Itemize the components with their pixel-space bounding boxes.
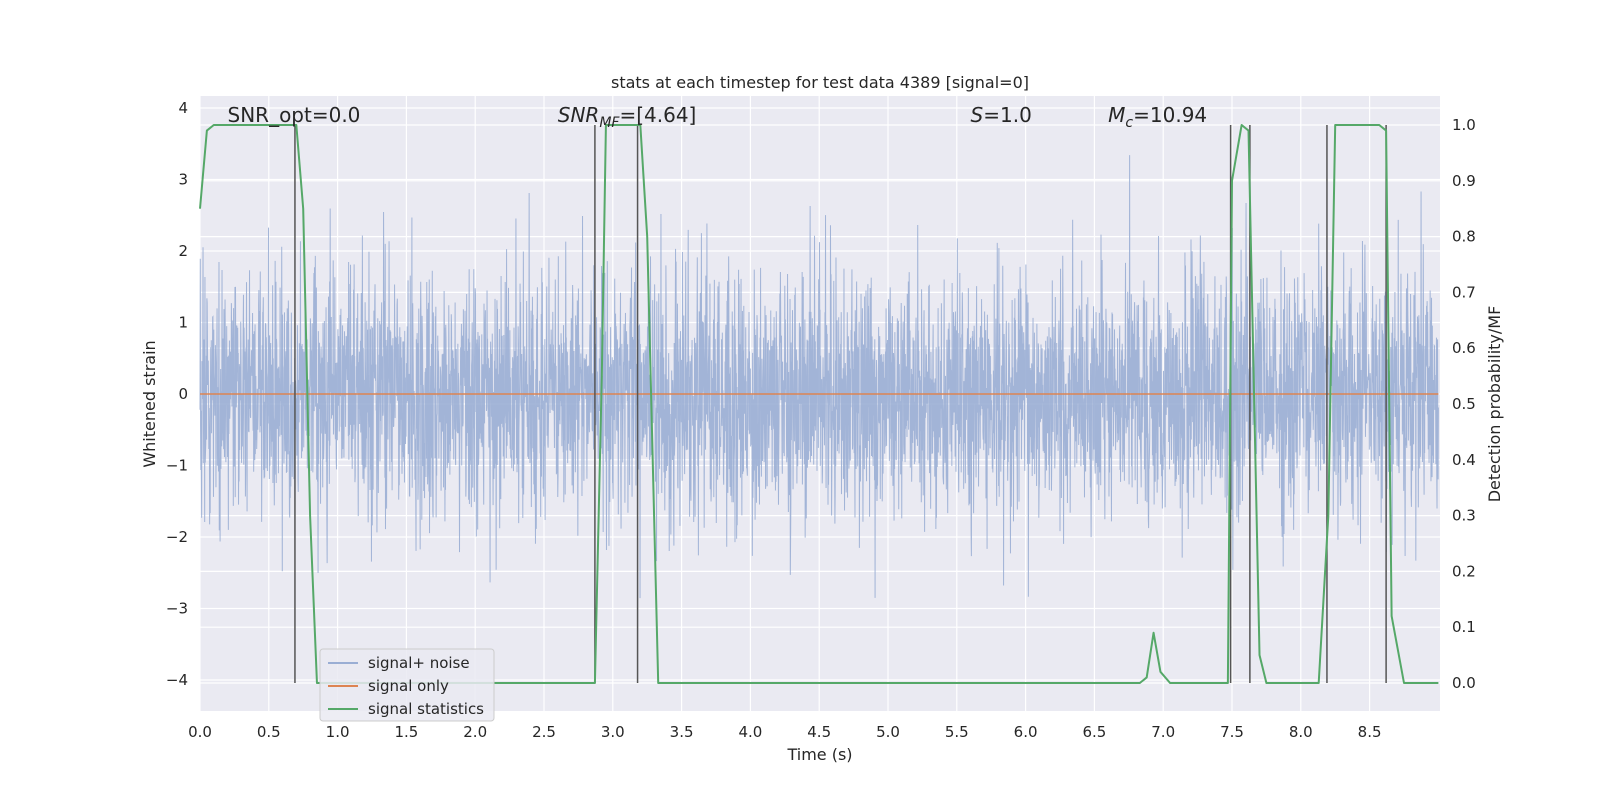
x-tick-labels: 0.0 0.5 1.0 1.5 2.0 2.5 3.0 3.5 4.0 4.5 5.0 5.5 6.0 6… — [188, 723, 1381, 741]
x-tick-label-3: 1.5 — [394, 723, 418, 741]
x-tick-label-6: 3.0 — [601, 723, 625, 741]
y-axis-label-right: Detection probability/MF — [1485, 306, 1504, 503]
x-tick-label-4: 2.0 — [463, 723, 487, 741]
x-axis-label: Time (s) — [786, 745, 852, 764]
y-tick-label-right-7: 0.7 — [1452, 283, 1476, 301]
y-axis-label: Whitened strain — [140, 340, 159, 467]
chart-title: stats at each timestep for test data 438… — [611, 73, 1029, 92]
y-tick-label-right-6: 0.6 — [1452, 339, 1476, 357]
y-tick-label-7: 3 — [178, 171, 188, 189]
y-tick-label-right-5: 0.5 — [1452, 395, 1476, 413]
x-tick-label-13: 6.5 — [1082, 723, 1106, 741]
y-tick-labels: −4 −3 −2 −1 0 1 2 3 4 — [166, 99, 188, 689]
x-tick-label-15: 7.5 — [1220, 723, 1244, 741]
x-tick-label-17: 8.5 — [1358, 723, 1382, 741]
x-tick-label-10: 5.0 — [876, 723, 900, 741]
annotation-3: Mc=10.94 — [1108, 103, 1207, 131]
legend-label-signal-only: signal only — [368, 677, 449, 695]
x-tick-label-12: 6.0 — [1014, 723, 1038, 741]
x-tick-label-14: 7.0 — [1151, 723, 1175, 741]
y-tick-label-2: −2 — [166, 528, 188, 546]
y-tick-label-right-3: 0.3 — [1452, 507, 1476, 525]
x-tick-label-11: 5.5 — [945, 723, 969, 741]
y-tick-label-6: 2 — [178, 242, 188, 260]
y-tick-label-right-2: 0.2 — [1452, 562, 1476, 580]
y-tick-label-1: −3 — [166, 600, 188, 618]
x-tick-label-16: 8.0 — [1289, 723, 1313, 741]
y-tick-label-8: 4 — [178, 99, 188, 117]
y-tick-label-4: 0 — [178, 385, 188, 403]
series-line-signal-noise — [199, 155, 1439, 599]
legend-label-signal-noise: signal+ noise — [368, 654, 470, 672]
y-tick-label-right-8: 0.8 — [1452, 228, 1476, 246]
x-tick-label-5: 2.5 — [532, 723, 556, 741]
x-tick-label-2: 1.0 — [326, 723, 350, 741]
y-tick-label-3: −1 — [166, 457, 188, 475]
x-tick-label-9: 4.5 — [807, 723, 831, 741]
y-tick-label-right-1: 0.1 — [1452, 618, 1476, 636]
legend-label-signal-statistics: signal statistics — [368, 700, 484, 718]
series-signal-statistics — [199, 124, 1439, 684]
annotation-0: SNR_opt=0.0 — [228, 103, 361, 127]
legend-box — [319, 648, 495, 722]
annotations: SNR_opt=0.0 SNRMF=[4.64] S=1.0 Mc=10.94 — [228, 103, 1208, 131]
y-tick-label-5: 1 — [178, 314, 188, 332]
series-signal-noise — [199, 155, 1439, 599]
y-tick-label-right-4: 0.4 — [1452, 451, 1476, 469]
annotation-2: S=1.0 — [971, 103, 1032, 127]
y-tick-label-right-9: 0.9 — [1452, 172, 1476, 190]
series-line-signal-statistics — [199, 124, 1439, 684]
annotation-1: SNRMF=[4.64] — [558, 103, 697, 131]
y-tick-labels-right: 0.0 0.1 0.2 0.3 0.4 0.5 0.6 0.7 0.8 0.9 1.0 — [1452, 116, 1476, 692]
x-tick-label-1: 0.5 — [257, 723, 281, 741]
y-tick-label-0: −4 — [166, 671, 188, 689]
legend: signal+ noise signal only signal statist… — [319, 648, 495, 722]
x-tick-label-0: 0.0 — [188, 723, 212, 741]
x-tick-label-7: 3.5 — [670, 723, 694, 741]
y-tick-label-right-0: 0.0 — [1452, 674, 1476, 692]
y-tick-label-right-10: 1.0 — [1452, 116, 1476, 134]
x-tick-label-8: 4.0 — [738, 723, 762, 741]
